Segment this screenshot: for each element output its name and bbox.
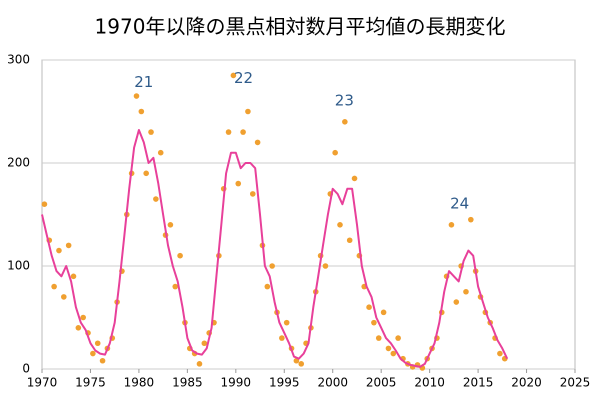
y-tick-label: 300: [7, 53, 30, 67]
data-point: [269, 263, 275, 269]
data-point: [385, 345, 392, 352]
x-tick-label: 1985: [172, 376, 203, 390]
data-point: [153, 196, 159, 202]
data-point: [264, 283, 271, 290]
cycle-label: 21: [134, 73, 153, 91]
data-point: [337, 222, 343, 228]
data-point: [375, 335, 382, 341]
data-point: [196, 361, 203, 367]
data-point: [70, 273, 77, 280]
data-point: [380, 309, 387, 316]
data-point: [61, 294, 67, 300]
data-point: [293, 357, 300, 364]
x-tick-label: 1995: [269, 376, 300, 390]
data-point: [463, 288, 469, 295]
data-point: [41, 201, 48, 207]
data-point: [254, 139, 261, 146]
data-point: [177, 252, 183, 259]
data-point: [322, 263, 329, 269]
x-tick-label: 1975: [75, 376, 106, 390]
cycle-label: 22: [234, 69, 253, 87]
data-point: [298, 361, 305, 367]
data-point: [249, 191, 256, 197]
cycle-label: 24: [450, 195, 469, 213]
plot-frame: [41, 59, 576, 370]
data-point: [366, 304, 372, 311]
data-point: [51, 283, 57, 290]
data-point: [468, 216, 474, 223]
data-point: [342, 119, 348, 125]
data-point: [133, 93, 140, 99]
y-tick-label: 200: [7, 156, 30, 170]
data-point: [351, 175, 358, 182]
chart-title: 1970年以降の黒点相対数月平均値の長期変化: [95, 15, 506, 39]
data-point: [332, 149, 338, 156]
data-point: [90, 350, 96, 357]
smoothed-line: [41, 129, 509, 368]
x-tick-label: 2015: [463, 376, 494, 390]
data-point: [138, 108, 145, 115]
data-point: [94, 340, 101, 347]
data-point: [65, 242, 72, 249]
data-point: [235, 180, 242, 187]
data-point: [201, 340, 208, 347]
data-point: [148, 129, 154, 135]
y-tick-label: 0: [22, 362, 30, 376]
x-tick-label: 2025: [560, 376, 591, 390]
x-tick-label: 1990: [221, 376, 252, 390]
data-point: [279, 335, 285, 341]
x-tick-label: 2010: [414, 376, 445, 390]
data-point: [245, 108, 251, 115]
data-point: [99, 357, 106, 364]
x-tick-label: 2000: [317, 376, 348, 390]
data-point: [80, 314, 86, 321]
data-point: [56, 247, 62, 254]
data-point: [143, 170, 149, 177]
data-point: [346, 237, 353, 244]
data-point: [172, 283, 179, 290]
data-point: [371, 319, 377, 326]
data-point: [75, 325, 82, 331]
data-point: [497, 350, 503, 357]
data-point: [225, 129, 232, 135]
data-point: [395, 335, 401, 341]
x-tick-label: 2020: [511, 376, 542, 390]
data-point: [448, 222, 455, 228]
data-point: [453, 299, 460, 305]
x-tick-label: 2005: [366, 376, 397, 390]
cycle-label: 23: [335, 92, 354, 110]
data-point: [167, 222, 174, 228]
data-point: [230, 72, 237, 79]
data-point: [283, 319, 290, 326]
data-point: [390, 350, 397, 357]
data-point: [240, 129, 246, 135]
data-point: [157, 149, 164, 156]
x-tick-label: 1970: [27, 376, 58, 390]
y-tick-label: 100: [7, 259, 30, 273]
x-tick-label: 1980: [124, 376, 155, 390]
